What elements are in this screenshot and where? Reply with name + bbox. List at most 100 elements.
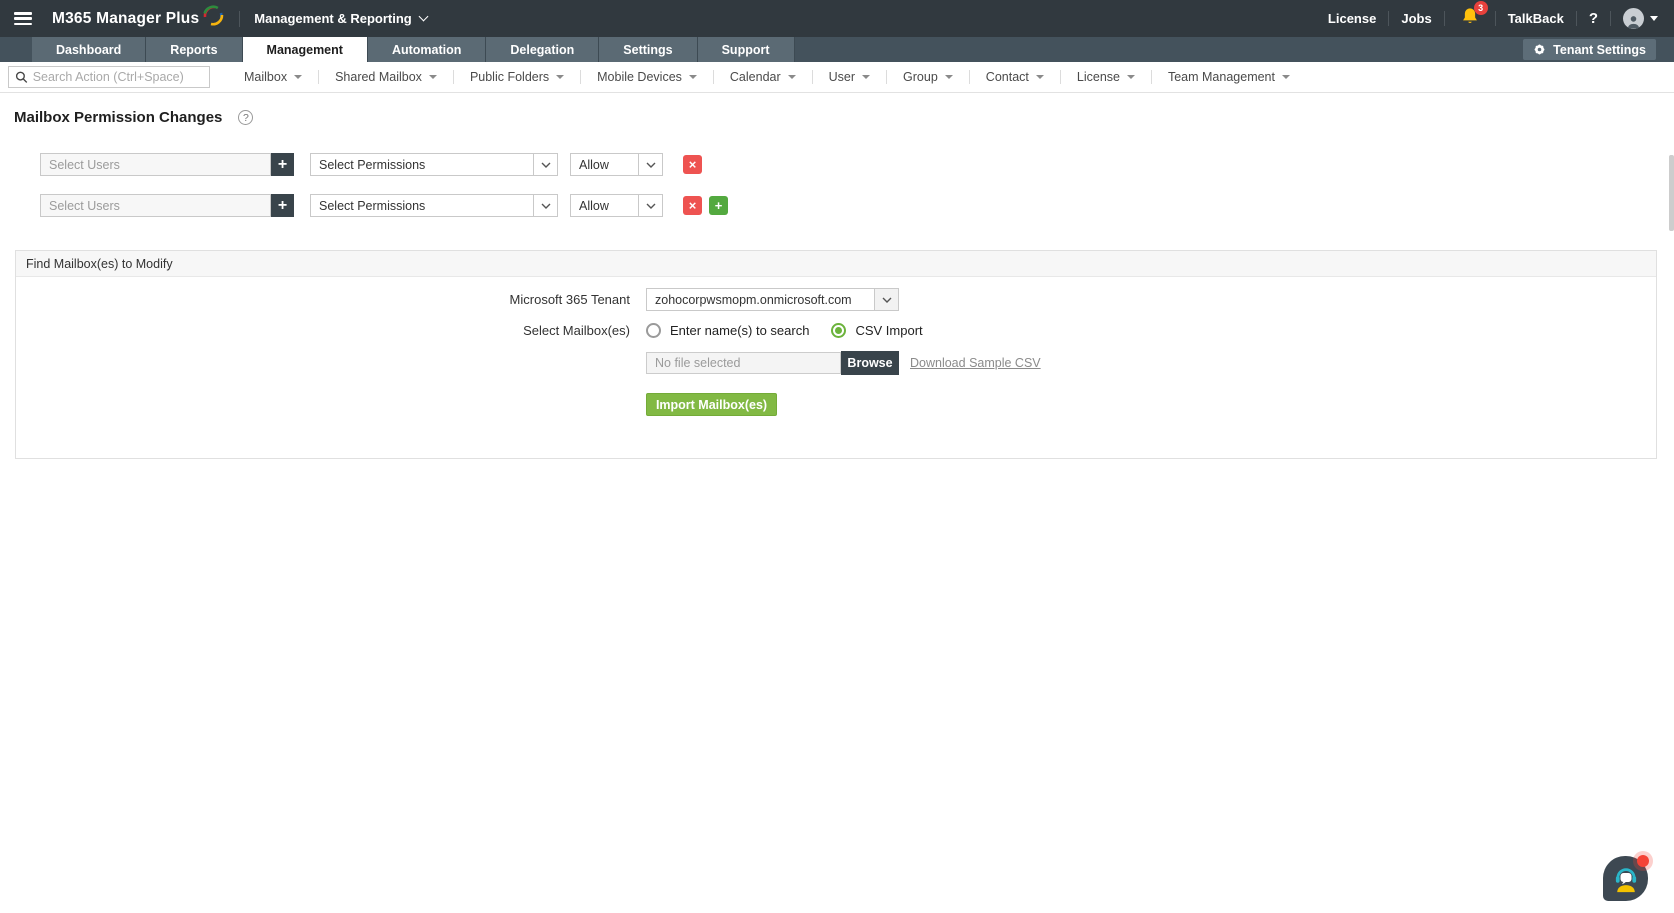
brand-swoosh-icon [203,5,224,26]
menu-label: Team Management [1167,70,1275,84]
divider [1575,11,1577,26]
divider [318,70,320,84]
product-switcher[interactable]: Management & Reporting [254,11,429,26]
menu-label: Shared Mailbox [335,70,422,84]
tab-settings[interactable]: Settings [599,37,698,62]
chat-notification-dot [1637,855,1649,867]
vertical-scrollbar[interactable] [1669,155,1674,231]
help-icon[interactable]: ? [238,110,254,125]
permissions-dropdown[interactable]: Select Permissions [310,194,558,217]
menu-label: Mobile Devices [597,70,682,84]
divider [580,70,582,84]
menu-mobile-devices[interactable]: Mobile Devices [581,70,713,84]
chevron-down-icon [787,75,796,79]
select-users-input[interactable] [40,194,271,217]
radio-csv-import-label[interactable]: CSV Import [855,323,923,338]
add-users-button[interactable]: + [271,153,294,176]
tab-automation[interactable]: Automation [367,37,487,62]
menu-label: Group [903,70,938,84]
download-sample-csv-link[interactable]: Download Sample CSV [910,356,1041,370]
tenant-label: Microsoft 365 Tenant [509,292,630,307]
menu-label: License [1076,70,1120,84]
menu-contact[interactable]: Contact [970,70,1060,84]
menu-user[interactable]: User [813,70,886,84]
menu-calendar[interactable]: Calendar [714,70,812,84]
support-chat-widget[interactable] [1603,855,1649,901]
menu-label: Mailbox [244,70,288,84]
radio-enter-names[interactable] [646,323,661,338]
divider [886,70,888,84]
search-action-input[interactable] [32,70,203,84]
remove-row-button[interactable]: × [683,196,702,215]
tab-support[interactable]: Support [697,37,795,62]
file-name-display: No file selected [646,352,841,374]
remove-row-button[interactable]: × [683,155,702,174]
top-bar: M365 Manager Plus Management & Reporting… [0,0,1674,37]
menu-label: Public Folders [469,70,550,84]
person-icon [1627,16,1640,29]
divider [811,70,813,84]
menu-license[interactable]: License [1061,70,1151,84]
access-dropdown[interactable]: Allow [570,153,663,176]
import-mailboxes-button[interactable]: Import Mailbox(es) [646,393,777,416]
divider [1610,11,1611,26]
select-users-input[interactable] [40,153,271,176]
divider [1494,11,1496,26]
brand-logo: M365 Manager Plus [52,9,200,27]
access-dropdown[interactable]: Allow [570,194,663,217]
menu-group[interactable]: Group [887,70,969,84]
jobs-link[interactable]: Jobs [1401,11,1432,26]
chevron-down-icon [688,75,697,79]
divider [1059,70,1061,84]
chevron-down-icon [944,75,953,79]
menu-label: Contact [985,70,1029,84]
divider [712,70,714,84]
support-agent-icon [1615,867,1636,892]
permissions-dropdown-value: Select Permissions [319,198,426,213]
chevron-down-icon[interactable] [1650,16,1658,21]
help-link[interactable]: ? [1588,10,1598,27]
permission-row: + Select Permissions Allow × + [40,194,1674,217]
chevron-down-icon [1126,75,1135,79]
chevron-down-icon [874,289,898,310]
tenant-dropdown-value: zohocorpwsmopm.onmicrosoft.com [655,292,852,307]
talkback-link[interactable]: TalkBack [1507,11,1564,26]
chevron-down-icon [418,11,429,22]
menu-public-folders[interactable]: Public Folders [454,70,580,84]
search-action-box [8,66,210,88]
tab-dashboard[interactable]: Dashboard [32,37,147,62]
add-row-button[interactable]: + [709,196,728,215]
browse-button[interactable]: Browse [841,351,899,375]
divider [239,10,241,27]
notifications-bell-icon[interactable]: 3 [1461,0,1488,31]
action-nav: Mailbox Shared Mailbox Public Folders Mo… [0,62,1674,93]
chevron-down-icon [294,75,303,79]
mailbox-source-radios: Enter name(s) to search CSV Import [646,323,923,338]
user-avatar[interactable] [1623,8,1644,29]
license-link[interactable]: License [1327,11,1377,26]
menu-label: User [828,70,856,84]
tab-management[interactable]: Management [242,37,368,62]
radio-enter-names-label[interactable]: Enter name(s) to search [670,323,810,338]
add-users-button[interactable]: + [271,194,294,217]
menu-mailbox[interactable]: Mailbox [228,70,318,84]
chevron-down-icon [428,75,437,79]
product-switcher-label: Management & Reporting [254,11,412,26]
divider [968,70,970,84]
select-mailboxes-label: Select Mailbox(es) [523,323,630,338]
menu-team-management[interactable]: Team Management [1152,70,1306,84]
access-dropdown-value: Allow [579,198,609,213]
permissions-dropdown[interactable]: Select Permissions [310,153,558,176]
hamburger-menu-icon[interactable] [14,12,32,25]
radio-csv-import[interactable] [831,323,847,338]
access-dropdown-value: Allow [579,157,609,172]
tenant-settings-button[interactable]: Tenant Settings [1523,39,1656,60]
tenant-dropdown[interactable]: zohocorpwsmopm.onmicrosoft.com [646,288,899,311]
bell-icon [1462,7,1477,23]
panel-header: Find Mailbox(es) to Modify [16,251,1656,277]
chevron-down-icon [556,75,565,79]
menu-shared-mailbox[interactable]: Shared Mailbox [319,70,453,84]
tab-delegation[interactable]: Delegation [486,37,600,62]
tab-reports[interactable]: Reports [146,37,243,62]
permissions-dropdown-value: Select Permissions [319,157,426,172]
